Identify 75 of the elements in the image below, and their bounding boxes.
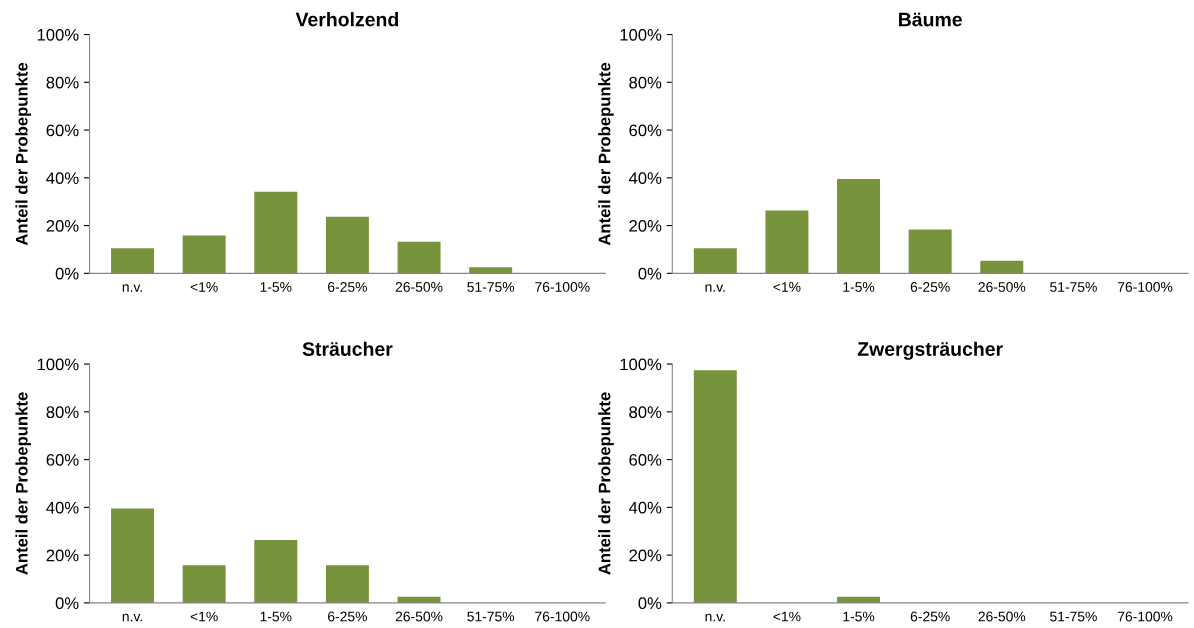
y-tick-label: 0%	[638, 597, 662, 610]
y-tick-label: 80%	[46, 76, 79, 89]
bar	[765, 210, 809, 274]
x-tick-label: n.v.	[705, 284, 725, 292]
y-axis-title: Anteil der Probepunkte	[15, 62, 31, 246]
x-tick-label: 6-25%	[328, 611, 367, 622]
x-tick-label: 1-5%	[260, 282, 292, 292]
x-tick-label: <1%	[190, 282, 218, 292]
x-tick-label: 1-5%	[260, 611, 292, 622]
x-tick-label: 1-5%	[843, 611, 875, 622]
bar	[837, 179, 881, 274]
bar	[693, 248, 737, 274]
y-tick-label: 20%	[46, 549, 79, 562]
x-tick-label: 26-50%	[395, 611, 443, 622]
y-tick-label: 20%	[46, 219, 79, 232]
chart-title: Bäume	[899, 12, 962, 27]
y-tick-label: 0%	[55, 267, 79, 280]
bar	[182, 565, 226, 603]
x-tick-label: 76-100%	[535, 611, 590, 622]
bar	[469, 267, 513, 274]
y-tick-label: 80%	[46, 406, 79, 419]
bar	[254, 191, 298, 274]
bar	[908, 229, 952, 274]
x-tick-label: 26-50%	[395, 282, 443, 292]
chart-title: Verholzend	[295, 12, 398, 27]
chart-title: Sträucher	[302, 341, 393, 356]
y-tick-label: 60%	[46, 124, 79, 137]
x-tick-label: 76-100%	[1117, 282, 1173, 292]
x-tick-label: n.v.	[122, 613, 142, 622]
bar	[111, 508, 155, 603]
y-tick-label: 100%	[620, 28, 662, 41]
y-tick-label: 40%	[628, 172, 662, 185]
x-tick-label: 6-25%	[328, 282, 367, 292]
x-tick-label: <1%	[190, 611, 218, 622]
bar	[182, 235, 226, 274]
x-tick-label: 76-100%	[535, 282, 590, 292]
x-tick-label: 51-75%	[1050, 282, 1097, 292]
x-tick-label: 51-75%	[467, 282, 515, 292]
y-tick-label: 60%	[629, 454, 662, 466]
y-axis-title: Anteil der Probepunkte	[598, 392, 614, 575]
y-tick-label: 40%	[628, 501, 662, 514]
x-tick-label: <1%	[773, 611, 801, 622]
x-tick-label: 51-75%	[467, 611, 515, 622]
y-tick-label: 20%	[629, 549, 662, 562]
y-tick-label: 80%	[629, 76, 662, 89]
y-tick-label: 80%	[629, 406, 662, 419]
y-tick-label: 100%	[620, 358, 662, 371]
x-tick-label: 76-100%	[1117, 611, 1173, 622]
y-axis-title: Anteil der Probepunkte	[15, 392, 31, 575]
x-tick-label: 6-25%	[910, 611, 950, 622]
bar	[325, 216, 369, 274]
y-tick-label: 100%	[37, 358, 79, 371]
bar	[254, 540, 298, 603]
x-tick-label: <1%	[773, 282, 801, 292]
x-tick-label: 6-25%	[910, 282, 950, 292]
x-tick-label: 1-5%	[843, 282, 875, 292]
bar	[980, 260, 1024, 274]
x-tick-label: 26-50%	[978, 282, 1026, 292]
bar	[325, 565, 369, 603]
y-tick-label: 20%	[629, 219, 662, 232]
y-tick-label: 0%	[55, 597, 79, 610]
bar	[111, 248, 155, 274]
y-tick-label: 60%	[46, 454, 79, 466]
x-tick-label: 51-75%	[1050, 611, 1097, 622]
x-tick-label: 26-50%	[978, 611, 1026, 622]
y-tick-label: 40%	[46, 172, 79, 185]
x-tick-label: n.v.	[122, 284, 142, 292]
y-tick-label: 0%	[638, 267, 662, 280]
y-tick-label: 40%	[46, 501, 79, 514]
y-tick-label: 60%	[629, 124, 662, 137]
chart-title: Zwergsträucher	[857, 341, 1003, 360]
bar	[397, 241, 441, 274]
y-axis-title: Anteil der Probepunkte	[598, 62, 614, 246]
y-tick-label: 100%	[37, 28, 79, 41]
x-tick-label: n.v.	[705, 613, 725, 622]
